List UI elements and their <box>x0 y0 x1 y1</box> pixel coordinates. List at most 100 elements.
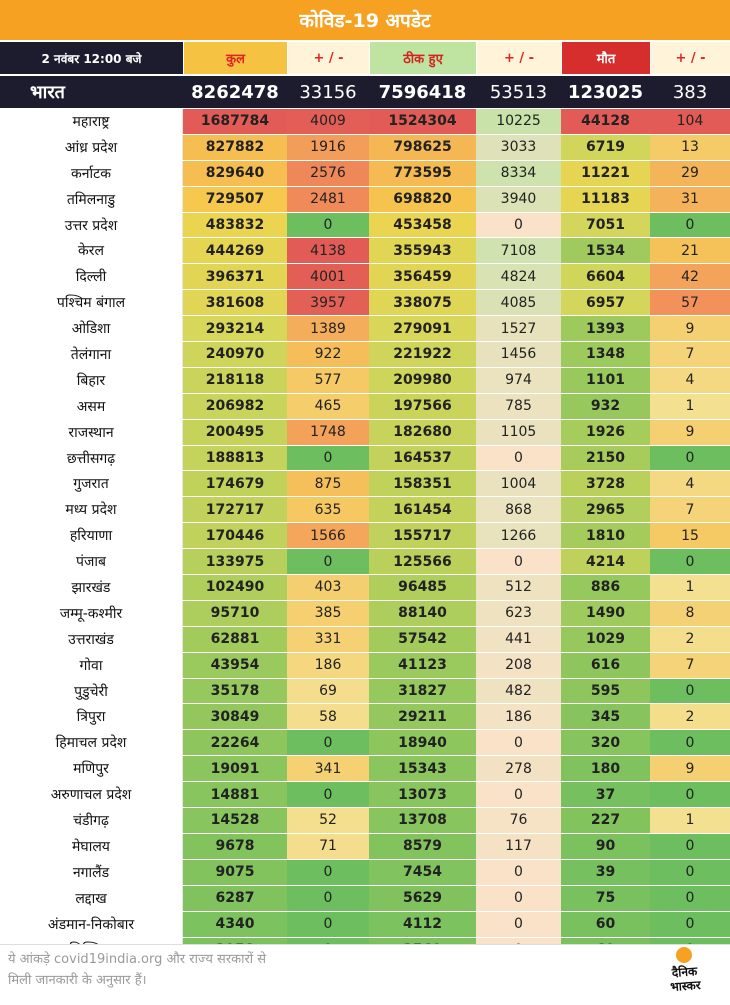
state-deaths-change: 9 <box>650 316 730 342</box>
state-recovered-change: 3033 <box>476 134 561 160</box>
state-total-change: 331 <box>287 626 369 652</box>
state-name: मेघालय <box>0 833 183 859</box>
state-recovered: 13073 <box>369 782 476 808</box>
date-header: 2 नवंबर 12:00 बजे <box>41 51 142 66</box>
state-deaths-change: 0 <box>650 549 730 575</box>
state-recovered-change: 1266 <box>476 523 561 549</box>
state-total-change: 69 <box>287 678 369 704</box>
state-name: गोवा <box>0 652 183 678</box>
state-deaths: 2150 <box>561 445 650 471</box>
table-row: गुजरात 174679 875 158351 1004 3728 4 <box>0 470 730 497</box>
state-recovered: 221922 <box>369 342 476 367</box>
state-name: पंजाब <box>0 549 183 575</box>
state-total: 827882 <box>183 134 287 160</box>
source-note-line2: मिली जानकारी के अनुसार हैं। <box>8 973 147 988</box>
table-row: केरल 444269 4138 355943 7108 1534 21 <box>0 237 730 264</box>
table-row: कर्नाटक 829640 2576 773595 8334 11221 29 <box>0 159 730 186</box>
state-recovered-change: 278 <box>476 756 561 782</box>
state-total-change: 0 <box>287 782 369 808</box>
table-row: ओडिशा 293214 1389 279091 1527 1393 9 <box>0 315 730 342</box>
state-total: 829640 <box>183 160 287 186</box>
state-deaths: 4214 <box>561 549 650 575</box>
state-deaths-change: 0 <box>650 859 730 885</box>
state-name: दिल्ली <box>0 264 183 290</box>
state-recovered-change: 208 <box>476 652 561 678</box>
table-row: तेलंगाना 240970 922 221922 1456 1348 7 <box>0 341 730 367</box>
total-change-header: + / - <box>287 42 369 74</box>
state-total-change: 1389 <box>287 316 369 342</box>
state-recovered: 15343 <box>369 756 476 782</box>
state-recovered-change: 623 <box>476 600 561 626</box>
state-total: 14528 <box>183 808 287 833</box>
table-row: लद्दाख 6287 0 5629 0 75 0 <box>0 884 730 911</box>
india-total-change: 33156 <box>299 81 357 103</box>
state-deaths: 1490 <box>561 600 650 626</box>
state-name: असम <box>0 393 183 419</box>
state-deaths-change: 2 <box>650 704 730 730</box>
state-deaths: 7051 <box>561 212 650 238</box>
state-name: पुडुचेरी <box>0 678 183 704</box>
state-recovered-change: 10225 <box>476 109 561 134</box>
india-deaths-change: 383 <box>672 81 708 103</box>
state-total: 19091 <box>183 756 287 782</box>
state-deaths-change: 7 <box>650 652 730 678</box>
table-row: पंजाब 133975 0 125566 0 4214 0 <box>0 548 730 575</box>
table-row: राजस्थान 200495 1748 182680 1105 1926 9 <box>0 418 730 445</box>
footer: ये आंकड़े covid19india.org और राज्य सरका… <box>0 944 730 1005</box>
state-recovered-change: 868 <box>476 497 561 523</box>
state-total: 218118 <box>183 367 287 393</box>
state-name: मध्य प्रदेश <box>0 497 183 523</box>
table-row: मध्य प्रदेश 172717 635 161454 868 2965 7 <box>0 496 730 523</box>
state-recovered: 453458 <box>369 212 476 238</box>
state-recovered-change: 4824 <box>476 264 561 290</box>
state-total-change: 4001 <box>287 264 369 290</box>
table-row: आंध्र प्रदेश 827882 1916 798625 3033 6719 13 <box>0 133 730 160</box>
state-total: 43954 <box>183 652 287 678</box>
state-deaths: 1810 <box>561 523 650 549</box>
state-total-change: 1566 <box>287 523 369 549</box>
state-recovered: 5629 <box>369 885 476 911</box>
state-total-change: 2481 <box>287 186 369 212</box>
state-recovered: 13708 <box>369 808 476 833</box>
state-deaths-change: 0 <box>650 782 730 808</box>
state-total: 95710 <box>183 600 287 626</box>
table-row: हिमाचल प्रदेश 22264 0 18940 0 320 0 <box>0 729 730 756</box>
state-deaths-change: 31 <box>650 186 730 212</box>
table-row: जम्मू-कश्मीर 95710 385 88140 623 1490 8 <box>0 599 730 626</box>
state-name: हिमाचल प्रदेश <box>0 730 183 756</box>
state-recovered-change: 1456 <box>476 342 561 367</box>
state-deaths: 6957 <box>561 290 650 316</box>
state-name: त्रिपुरा <box>0 704 183 730</box>
state-total: 188813 <box>183 445 287 471</box>
state-total-change: 0 <box>287 911 369 937</box>
state-deaths-change: 0 <box>650 885 730 911</box>
india-recovered-change: 53513 <box>489 81 548 103</box>
state-recovered: 164537 <box>369 445 476 471</box>
state-deaths: 180 <box>561 756 650 782</box>
table-row: मणिपुर 19091 341 15343 278 180 9 <box>0 755 730 782</box>
state-total: 35178 <box>183 678 287 704</box>
state-name: बिहार <box>0 367 183 393</box>
state-recovered-change: 7108 <box>476 238 561 264</box>
state-name: आंध्र प्रदेश <box>0 134 183 160</box>
state-deaths: 44128 <box>561 109 650 134</box>
state-deaths-change: 15 <box>650 523 730 549</box>
state-name: मणिपुर <box>0 756 183 782</box>
state-recovered: 88140 <box>369 600 476 626</box>
state-total-change: 465 <box>287 393 369 419</box>
state-recovered: 197566 <box>369 393 476 419</box>
state-total: 240970 <box>183 342 287 367</box>
state-deaths: 1029 <box>561 626 650 652</box>
state-deaths-change: 7 <box>650 497 730 523</box>
state-deaths-change: 0 <box>650 212 730 238</box>
state-total-change: 71 <box>287 833 369 859</box>
state-name: तमिलनाडु <box>0 186 183 212</box>
state-name: छत्तीसगढ़ <box>0 445 183 471</box>
state-total-change: 4138 <box>287 238 369 264</box>
state-recovered-change: 1527 <box>476 316 561 342</box>
state-deaths: 37 <box>561 782 650 808</box>
state-total-change: 0 <box>287 859 369 885</box>
state-deaths-change: 29 <box>650 160 730 186</box>
state-total: 444269 <box>183 238 287 264</box>
table-row: तमिलनाडु 729507 2481 698820 3940 11183 31 <box>0 185 730 212</box>
